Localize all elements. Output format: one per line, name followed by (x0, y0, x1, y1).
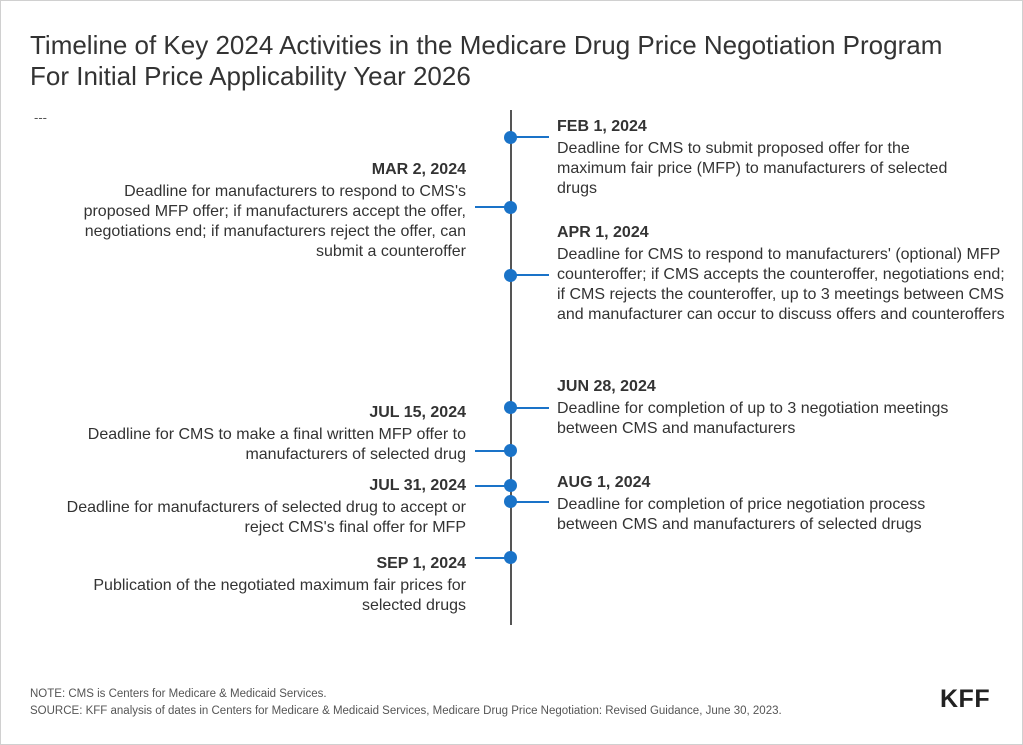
chart-title: Timeline of Key 2024 Activities in the M… (30, 30, 1000, 92)
title-line-1: Timeline of Key 2024 Activities in the M… (30, 30, 943, 60)
event-description: Deadline for CMS to respond to manufactu… (557, 246, 1005, 323)
event-jul-31: JUL 31, 2024 Deadline for manufacturers … (55, 476, 466, 538)
event-jun-28: JUN 28, 2024 Deadline for completion of … (557, 377, 977, 439)
subtitle-placeholder: --- (34, 110, 47, 125)
event-date: MAR 2, 2024 (371, 161, 466, 178)
event-jul-15: JUL 15, 2024 Deadline for CMS to make a … (55, 403, 466, 465)
event-description: Deadline for CMS to submit proposed offe… (557, 140, 948, 197)
event-date: JUL 15, 2024 (369, 404, 466, 421)
event-description: Deadline for manufacturers to respond to… (83, 183, 466, 260)
event-date: FEB 1, 2024 (557, 118, 647, 135)
event-date: JUL 31, 2024 (369, 477, 466, 494)
connector-aug-1 (511, 501, 549, 503)
connector-jul-31 (475, 485, 511, 487)
event-description: Deadline for CMS to make a final written… (87, 426, 466, 463)
event-description: Deadline for manufacturers of selected d… (66, 499, 466, 536)
event-date: SEP 1, 2024 (376, 555, 466, 572)
event-date: APR 1, 2024 (557, 224, 649, 241)
event-date: AUG 1, 2024 (557, 474, 651, 491)
event-description: Publication of the negotiated maximum fa… (93, 577, 466, 614)
timeline-marker-sep-1 (504, 551, 517, 564)
connector-feb-1 (511, 136, 549, 138)
connector-jun-28 (511, 407, 549, 409)
event-description: Deadline for completion of price negotia… (557, 496, 926, 533)
connector-apr-1 (511, 274, 549, 276)
timeline-marker-feb-1 (504, 131, 517, 144)
connector-mar-2 (475, 206, 511, 208)
title-line-2: For Initial Price Applicability Year 202… (30, 61, 471, 91)
event-description: Deadline for completion of up to 3 negot… (557, 400, 949, 437)
timeline-marker-apr-1 (504, 269, 517, 282)
event-aug-1: AUG 1, 2024 Deadline for completion of p… (557, 473, 977, 535)
event-sep-1: SEP 1, 2024 Publication of the negotiate… (55, 554, 466, 616)
timeline-marker-mar-2 (504, 201, 517, 214)
note-text: NOTE: CMS is Centers for Medicare & Medi… (30, 688, 327, 700)
timeline-marker-aug-1 (504, 495, 517, 508)
timeline-marker-jun-28 (504, 401, 517, 414)
event-mar-2: MAR 2, 2024 Deadline for manufacturers t… (55, 160, 466, 262)
event-feb-1: FEB 1, 2024 Deadline for CMS to submit p… (557, 117, 977, 199)
timeline-axis (510, 110, 512, 625)
connector-sep-1 (475, 557, 511, 559)
footnotes: NOTE: CMS is Centers for Medicare & Medi… (30, 686, 782, 720)
event-date: JUN 28, 2024 (557, 378, 656, 395)
connector-jul-15 (475, 450, 511, 452)
kff-logo: KFF (940, 685, 991, 713)
event-apr-1: APR 1, 2024 Deadline for CMS to respond … (557, 223, 1007, 325)
timeline-marker-jul-31 (504, 479, 517, 492)
timeline-marker-jul-15 (504, 444, 517, 457)
source-text: SOURCE: KFF analysis of dates in Centers… (30, 705, 782, 717)
